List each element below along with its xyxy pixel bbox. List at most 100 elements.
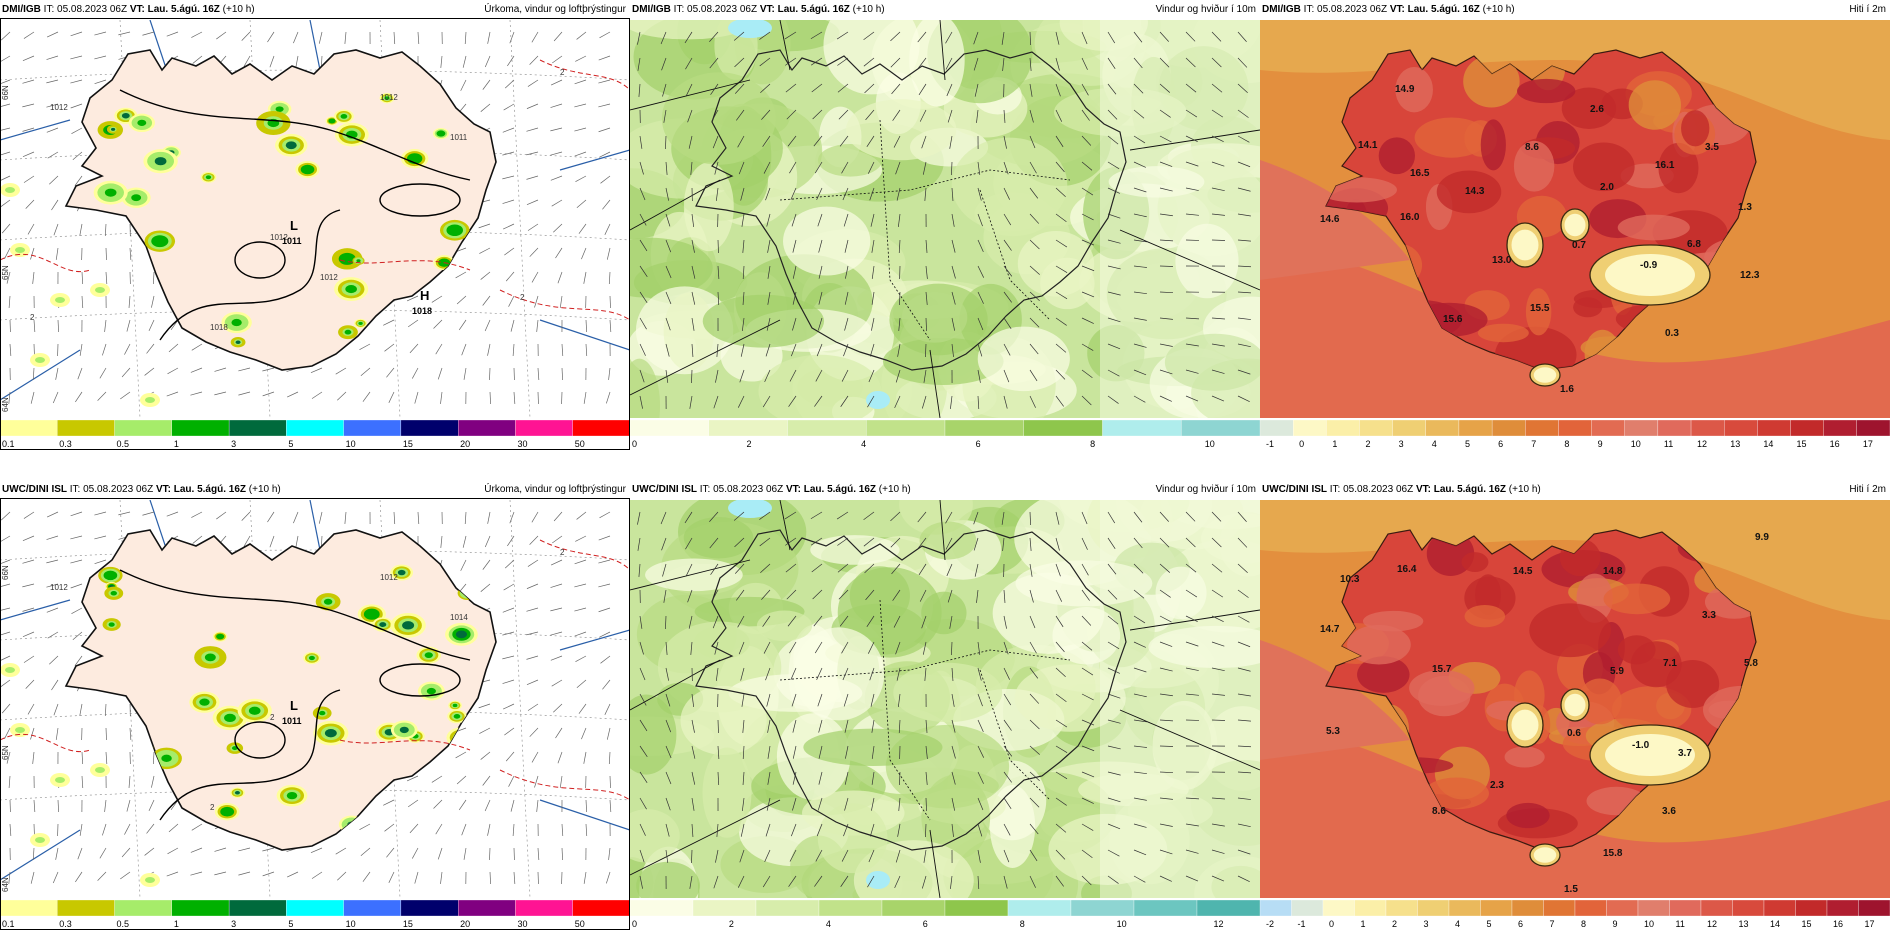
wind-barb [431,775,443,783]
wind-barb [94,559,107,565]
colorbar-swatch [1196,899,1260,917]
wind-arrow [945,31,953,44]
wind-barb [146,343,155,354]
pressure-label: 1012 [380,93,398,102]
colorbar-swatch [1606,899,1639,917]
temp-map[interactable]: 10.316.414.714.5 14.89.93.315.7 5.97.1 5.85… [1260,500,1890,898]
panel-run-info: DMI/IGB IT: 05.08.2023 06Z VT: Lau. 5.ág… [1262,0,1515,20]
wind-arrow [1159,265,1174,267]
colorbar-swatch [57,899,115,917]
wind-barb [602,199,611,210]
wind-barb [241,511,251,521]
colorbar-tick: 8 [1020,919,1025,929]
wind-barb [94,79,107,85]
wind-arrow [1029,615,1036,629]
wind-arrow [662,83,667,97]
wind-arrow [742,265,745,279]
temp-map[interactable]: 14.914.116.514.6 16.014.38.62.62.016.13.5… [1260,20,1890,418]
pressure-center-value: 1018 [412,306,432,316]
wind-barb [104,319,107,332]
precip-map[interactable]: 101210121011101210182221012L1011H101866N… [0,20,630,418]
wind-arrow [1029,875,1036,888]
wind-barb [262,871,275,877]
wind-arrow [665,667,670,681]
temp-patch [1357,656,1410,693]
wind-arrow [665,823,670,837]
wind-barb [77,367,83,380]
wind-barb [550,583,563,588]
wind-barb [148,799,155,812]
wind-barb [561,847,563,861]
wind-arrow [924,667,927,681]
wind-map[interactable] [630,500,1260,898]
wind-arrow [759,31,771,40]
wind-barb [461,823,467,836]
wind-arrow [977,849,981,863]
wind-arrow [1185,511,1196,522]
wind-barb [463,847,467,860]
wind-arrow [737,395,745,408]
wind-arrow [691,771,696,785]
colorbar-tick: 6 [923,919,928,929]
wind-arrow [1211,589,1224,598]
wind-arrow [710,83,719,95]
wind-arrow [1107,719,1121,724]
wind-barb [464,511,467,524]
temperature-value: 14.7 [1320,624,1340,635]
colorbar-tick: 8 [1090,439,1095,449]
wind-arrow [1029,187,1039,199]
wind-barb [440,871,443,884]
wind-barb [574,127,587,132]
wind-arrow [1133,135,1146,144]
temperature-value: 2.3 [1490,780,1504,791]
wind-arrow [1211,213,1225,216]
region-boundaries [0,20,630,401]
wind-arrow [1055,745,1068,754]
wind-barb [360,847,371,857]
temperature-value: 7.1 [1663,658,1677,669]
wind-barb [57,799,60,813]
colorbar-swatch [1574,899,1607,917]
wind-barb [52,391,59,404]
wind-barb [508,295,515,307]
wind-arrow [1003,849,1010,863]
wind-barb [414,871,419,884]
wind-arrow [1029,589,1034,603]
panel-run-info: UWC/DINI ISL IT: 05.08.2023 06Z VT: Lau.… [1262,480,1541,500]
wind-arrow [665,719,672,733]
wind-barb [526,655,539,660]
wind-arrow [1055,693,1067,703]
wind-arrow [1029,213,1040,224]
colorbar-swatch [1070,899,1135,917]
temperature-value: 8.6 [1525,142,1539,153]
wind-barb [529,55,539,65]
colorbar-swatch [1260,419,1294,437]
wind-barb [79,823,83,836]
colorbar-swatch [171,899,230,917]
panel-title: Hiti í 2m [1849,4,1886,15]
wind-barb [30,391,35,404]
colorbar: 0 2 4 6 8 10 [630,419,1260,449]
wind-arrow [737,135,745,148]
wind-arrow [1211,615,1224,623]
temperature-value: 9.9 [1755,532,1769,543]
wind-barb [53,223,59,236]
wind-barb [0,55,11,63]
wind-arrow [1133,31,1143,43]
temperature-value: 8.6 [1432,806,1446,817]
wind-barb [269,535,275,548]
panel-header: UWC/DINI ISL IT: 05.08.2023 06Z VT: Lau.… [630,480,1260,500]
wind-barb [128,295,131,308]
wind-map[interactable] [630,20,1260,418]
wind-barb [55,367,59,380]
wind-arrow [1081,239,1095,246]
wind-barb [6,751,11,764]
colorbar-swatch [1763,899,1796,917]
precip-cell [344,329,352,335]
wind-arrow [844,719,849,733]
wind-arrow [842,187,849,201]
wind-arrow [897,343,901,357]
wind-barb [531,31,539,43]
wind-barb [458,799,467,811]
